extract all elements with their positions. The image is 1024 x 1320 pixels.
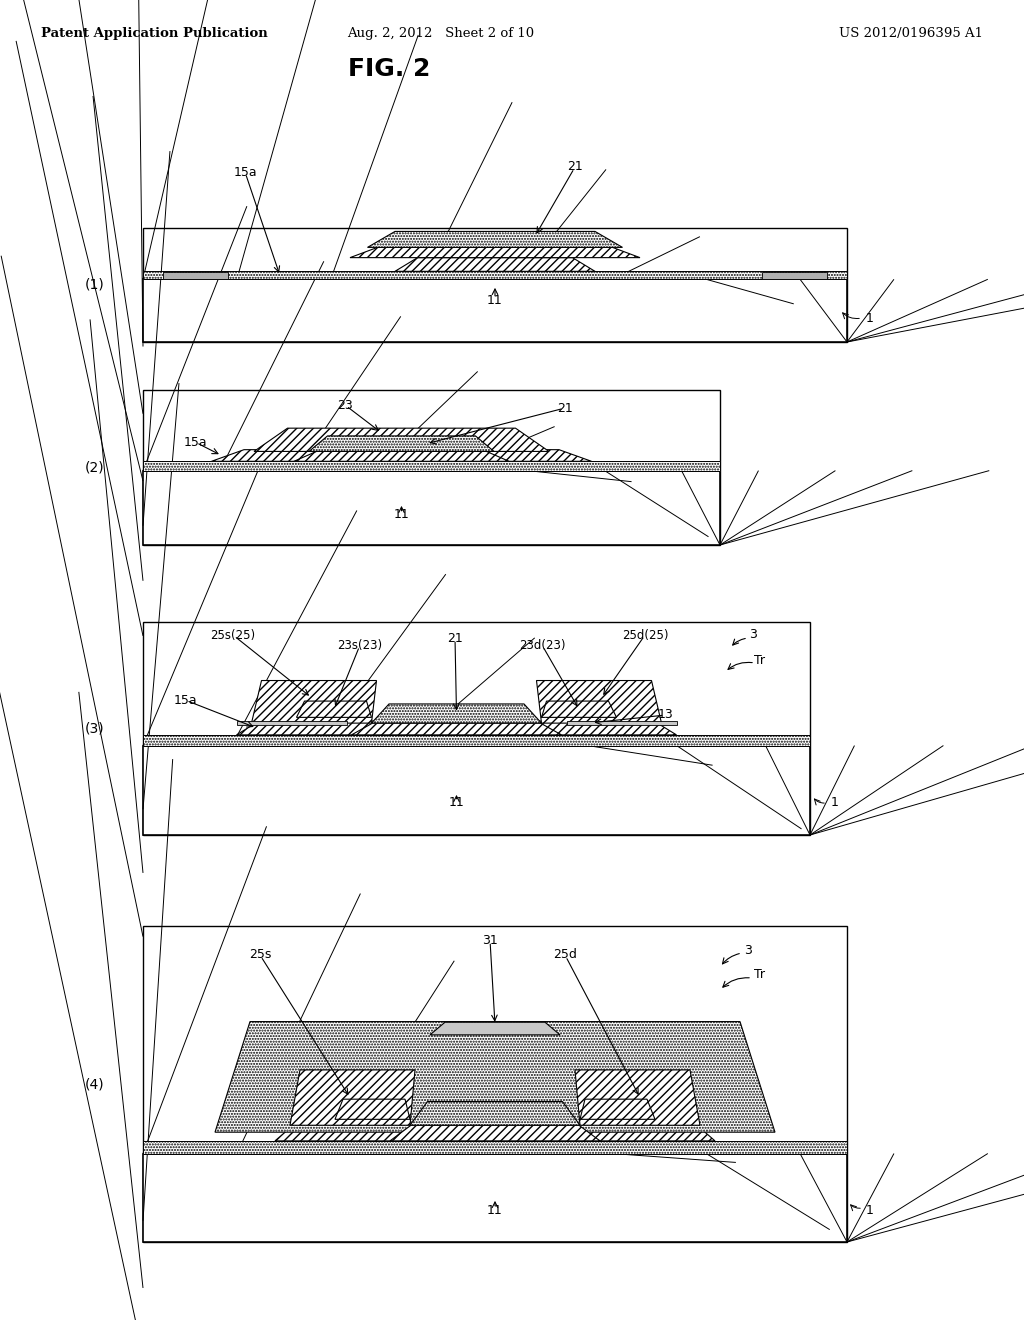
Polygon shape xyxy=(575,1071,700,1125)
Text: 25d(25): 25d(25) xyxy=(622,628,669,642)
Polygon shape xyxy=(542,701,616,717)
Polygon shape xyxy=(410,1101,580,1125)
Polygon shape xyxy=(143,927,847,1242)
Polygon shape xyxy=(163,272,228,280)
Polygon shape xyxy=(237,721,346,725)
Text: (4): (4) xyxy=(85,1077,104,1092)
Polygon shape xyxy=(143,280,847,342)
Text: 15a: 15a xyxy=(173,693,197,706)
Polygon shape xyxy=(143,228,847,342)
Polygon shape xyxy=(275,1123,715,1140)
Polygon shape xyxy=(215,1022,775,1133)
Polygon shape xyxy=(762,272,827,280)
Text: 13: 13 xyxy=(658,709,674,722)
Text: FIG. 2: FIG. 2 xyxy=(348,57,430,81)
Polygon shape xyxy=(368,231,623,247)
Polygon shape xyxy=(297,701,372,717)
Text: Patent Application Publication: Patent Application Publication xyxy=(41,26,267,40)
Polygon shape xyxy=(430,1022,560,1035)
Text: 1: 1 xyxy=(866,1204,873,1217)
Polygon shape xyxy=(143,746,810,836)
Polygon shape xyxy=(237,721,677,735)
Polygon shape xyxy=(372,704,542,723)
Polygon shape xyxy=(537,681,662,723)
Polygon shape xyxy=(252,681,377,723)
Polygon shape xyxy=(290,1071,415,1125)
Polygon shape xyxy=(143,735,810,746)
Text: 25s(25): 25s(25) xyxy=(211,628,256,642)
Text: 11: 11 xyxy=(449,796,464,809)
Polygon shape xyxy=(143,622,810,836)
Text: Aug. 2, 2012   Sheet 2 of 10: Aug. 2, 2012 Sheet 2 of 10 xyxy=(347,26,534,40)
Text: Tr: Tr xyxy=(755,969,766,982)
Text: US 2012/0196395 A1: US 2012/0196395 A1 xyxy=(839,26,983,40)
Polygon shape xyxy=(143,389,720,545)
Text: 23d(23): 23d(23) xyxy=(519,639,565,652)
Text: (2): (2) xyxy=(85,461,104,474)
Polygon shape xyxy=(143,1154,847,1242)
Polygon shape xyxy=(580,1100,655,1119)
Polygon shape xyxy=(212,450,592,461)
Text: 21: 21 xyxy=(447,631,463,644)
Polygon shape xyxy=(254,428,549,451)
Polygon shape xyxy=(143,1140,847,1154)
Text: 21: 21 xyxy=(557,401,572,414)
Text: 21: 21 xyxy=(567,161,583,173)
Text: 23: 23 xyxy=(337,399,353,412)
Text: 11: 11 xyxy=(487,1204,503,1217)
Text: 1: 1 xyxy=(831,796,839,809)
Text: 1: 1 xyxy=(866,312,873,325)
Text: 11: 11 xyxy=(393,508,410,521)
Polygon shape xyxy=(566,721,677,725)
Polygon shape xyxy=(143,461,720,471)
Text: 11: 11 xyxy=(487,293,503,306)
Polygon shape xyxy=(395,257,595,272)
Text: 3: 3 xyxy=(750,628,757,642)
Text: 31: 31 xyxy=(482,933,498,946)
Text: 25d: 25d xyxy=(553,949,577,961)
Text: 3: 3 xyxy=(744,944,752,957)
Text: (3): (3) xyxy=(85,722,104,735)
Polygon shape xyxy=(143,272,847,280)
Text: 15a: 15a xyxy=(183,436,207,449)
Polygon shape xyxy=(350,247,640,257)
Polygon shape xyxy=(143,471,720,545)
Text: 15a: 15a xyxy=(233,165,257,178)
Text: Tr: Tr xyxy=(755,653,766,667)
Text: 23s(23): 23s(23) xyxy=(338,639,383,652)
Text: 25s: 25s xyxy=(249,949,271,961)
Polygon shape xyxy=(351,723,561,735)
Polygon shape xyxy=(390,1125,600,1140)
Polygon shape xyxy=(309,436,494,451)
Polygon shape xyxy=(294,451,509,461)
Polygon shape xyxy=(335,1100,410,1119)
Text: (1): (1) xyxy=(85,279,104,292)
